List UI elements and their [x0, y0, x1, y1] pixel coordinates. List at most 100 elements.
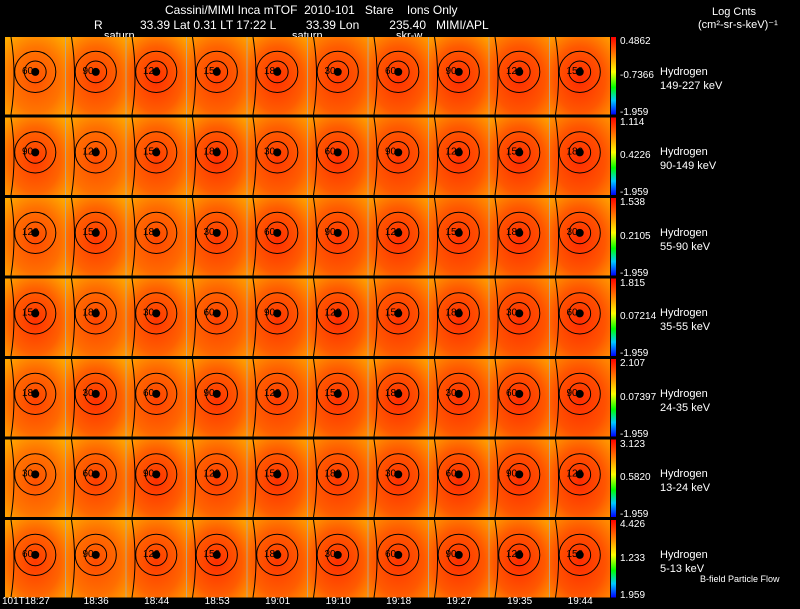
- contour-label: 180: [264, 549, 281, 560]
- contour-label: 120: [203, 469, 220, 480]
- contour-label: 30: [264, 147, 276, 158]
- contour-label: 150: [566, 66, 583, 77]
- colorbar-4: [611, 359, 616, 437]
- colorbar-min-label: 1.959: [620, 589, 646, 601]
- frame-r5-c4: 150: [247, 439, 308, 518]
- frame-r4-c2: 60: [126, 358, 187, 437]
- contour-label: 60: [506, 388, 518, 399]
- frame-r3-c1: 180: [65, 278, 126, 357]
- contour-label: 60: [143, 388, 155, 399]
- frame-r2-c0: 120: [5, 197, 66, 276]
- frame-r3-c3: 60: [186, 278, 247, 357]
- contour-label: 30: [445, 388, 457, 399]
- band-species-label: Hydrogen: [660, 146, 708, 159]
- frame-r0-c5: 30: [307, 36, 368, 115]
- contour-label: 120: [385, 227, 402, 238]
- frame-r4-c8: 60: [489, 358, 550, 437]
- contour-label: 60: [82, 469, 94, 480]
- frame-r0-c8: 120: [489, 36, 550, 115]
- band-energy-label: 5-13 keV: [660, 562, 705, 575]
- band-species-label: Hydrogen: [660, 307, 708, 320]
- frame-r6-c9: 150: [549, 519, 610, 598]
- frame-r5-c0: 30: [5, 439, 66, 518]
- frame-r2-c6: 120: [368, 197, 429, 276]
- contour-label: 90: [143, 469, 155, 480]
- contour-label: 60: [324, 147, 336, 158]
- frame-r6-c3: 150: [186, 519, 247, 598]
- frame-r1-c3: 180: [186, 117, 247, 196]
- contour-label: 30: [324, 66, 336, 77]
- frame-r3-c5: 120: [307, 278, 368, 357]
- info-r: R: [94, 18, 103, 32]
- footer-label: B-field Particle Flow: [700, 574, 780, 584]
- contour-label: 30: [324, 549, 336, 560]
- contour-label: 90: [385, 147, 397, 158]
- colorbar-mid-label: 0.07214: [620, 311, 657, 323]
- contour-label: 120: [506, 549, 523, 560]
- contour-label: 120: [143, 549, 160, 560]
- band-energy-label: 149-227 keV: [660, 79, 723, 92]
- time-tick-label: 19:10: [325, 596, 351, 607]
- band-species-label: Hydrogen: [660, 387, 708, 400]
- frame-r5-c5: 180: [307, 439, 368, 518]
- contour-label: 180: [385, 388, 402, 399]
- contour-label: 120: [566, 469, 583, 480]
- colorbar-5: [611, 439, 616, 517]
- time-tick-label: 18:53: [204, 596, 230, 607]
- contour-label: 180: [143, 227, 160, 238]
- frame-r3-c4: 90: [247, 278, 308, 357]
- frame-r4-c0: 180: [5, 358, 66, 437]
- frame-r0-c4: 180: [247, 36, 308, 115]
- frame-r0-c2: 120: [126, 36, 187, 115]
- time-tick-label: 101T18:27: [2, 596, 50, 607]
- frame-r1-c8: 150: [489, 117, 550, 196]
- contour-label: 180: [264, 66, 281, 77]
- frame-r3-c0: 150: [5, 278, 66, 357]
- colorbar-3: [611, 278, 616, 356]
- colorbar-mid-label: 1.233: [620, 552, 646, 564]
- contour-label: 30: [203, 227, 215, 238]
- contour-label: 120: [264, 388, 281, 399]
- contour-label: 90: [324, 227, 336, 238]
- contour-label: 60: [385, 66, 397, 77]
- band-energy-label: 24-35 keV: [660, 401, 711, 414]
- frame-r6-c1: 90: [65, 519, 126, 598]
- frame-r4-c1: 30: [65, 358, 126, 437]
- colorbar-max-label: 1.815: [620, 277, 646, 289]
- contour-label: 120: [82, 147, 99, 158]
- contour-label: 30: [506, 308, 518, 319]
- time-tick-label: 19:44: [567, 596, 593, 607]
- band-species-label: Hydrogen: [660, 468, 708, 481]
- frame-r4-c6: 180: [368, 358, 429, 437]
- contour-label: 120: [22, 227, 39, 238]
- frame-r0-c9: 150: [549, 36, 610, 115]
- frame-r5-c7: 60: [428, 439, 489, 518]
- contour-label: 150: [82, 227, 99, 238]
- contour-label: 30: [385, 469, 397, 480]
- colorbar-mid-label: 0.2105: [620, 230, 651, 242]
- colorbar-max-label: 0.4862: [620, 36, 651, 47]
- frame-r3-c6: 150: [368, 278, 429, 357]
- contour-label: 90: [22, 147, 34, 158]
- contour-label: 180: [22, 388, 39, 399]
- contour-label: 180: [82, 308, 99, 319]
- contour-label: 30: [143, 308, 155, 319]
- contour-label: 120: [324, 308, 341, 319]
- contour-label: 60: [22, 549, 34, 560]
- frame-r0-c7: 90: [428, 36, 489, 115]
- frame-r2-c9: 30: [549, 197, 610, 276]
- contour-label: 60: [566, 308, 578, 319]
- colorbar-min-label: -1.959: [620, 509, 649, 520]
- frame-r6-c4: 180: [247, 519, 308, 598]
- frame-r3-c8: 30: [489, 278, 550, 357]
- time-tick-label: 19:18: [386, 596, 412, 607]
- frame-r6-c7: 90: [428, 519, 489, 598]
- contour-label: 90: [566, 388, 578, 399]
- contour-label: 150: [324, 388, 341, 399]
- frame-r0-c1: 90: [65, 36, 126, 115]
- contour-label: 90: [506, 469, 518, 480]
- contour-label: 90: [82, 549, 94, 560]
- frame-r4-c5: 150: [307, 358, 368, 437]
- contour-label: 150: [264, 469, 281, 480]
